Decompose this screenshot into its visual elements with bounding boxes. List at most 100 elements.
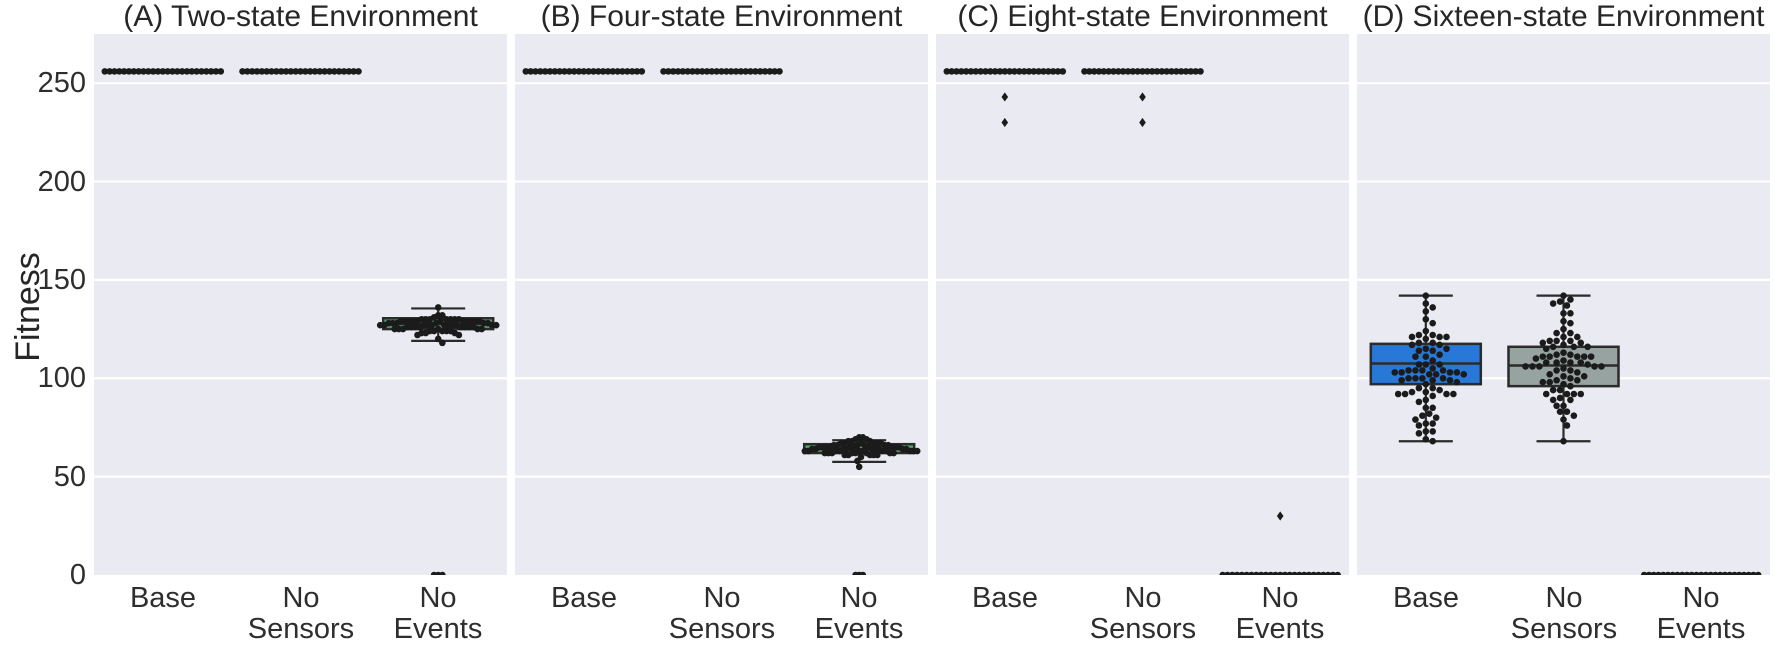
swarm-point xyxy=(120,68,128,75)
swarm-point xyxy=(244,68,251,75)
swarm-point xyxy=(418,315,425,323)
swarm-point xyxy=(859,571,867,575)
swarm-point xyxy=(590,68,597,75)
swarm-point xyxy=(331,68,338,75)
swarm-point xyxy=(1422,292,1430,299)
swarm-point xyxy=(1542,390,1550,398)
swarm-point xyxy=(355,68,362,75)
swarm-point xyxy=(178,68,186,75)
swarm-point xyxy=(1429,392,1436,400)
swarm-point xyxy=(742,68,749,75)
swarm-point xyxy=(403,323,411,331)
swarm-point xyxy=(447,327,454,335)
swarm-point xyxy=(1408,388,1416,396)
swarm-point xyxy=(198,68,205,75)
swarm-point xyxy=(556,68,563,75)
swarm-point xyxy=(1059,68,1067,75)
swarm-point xyxy=(669,68,677,75)
swarm-point xyxy=(111,68,118,75)
swarm-point xyxy=(1754,571,1762,575)
x-tick-label: No Sensors xyxy=(668,582,776,645)
swarm-point xyxy=(188,68,196,75)
swarm-point xyxy=(1408,333,1416,341)
swarm-point xyxy=(183,68,191,75)
swarm-point xyxy=(821,449,829,457)
swarm-point xyxy=(1422,380,1430,388)
swarm-point xyxy=(801,447,809,455)
swarm-point xyxy=(1439,374,1447,382)
x-tick-label: Base xyxy=(1392,582,1460,614)
swarm-point xyxy=(1556,394,1564,402)
swarm-point xyxy=(1412,416,1419,423)
swarm-point xyxy=(1574,369,1581,376)
swarm-point xyxy=(420,321,428,329)
x-tick-label: No Sensors xyxy=(1089,582,1197,645)
panel-title-b: (B) Four-state Environment xyxy=(540,0,903,33)
swarm-point xyxy=(1574,333,1581,341)
swarm-point xyxy=(1429,384,1436,392)
swarm-point xyxy=(852,435,859,443)
swarm-point xyxy=(1422,396,1430,404)
panel-d-canvas xyxy=(1357,34,1770,575)
swarm-point xyxy=(1446,376,1454,384)
outlier-diamond xyxy=(1276,511,1284,521)
swarm-point xyxy=(1095,68,1103,75)
swarm-point xyxy=(1584,361,1591,368)
swarm-point xyxy=(1560,416,1567,423)
swarm-point xyxy=(1415,398,1423,406)
panel-title-c: (C) Eight-state Environment xyxy=(957,0,1328,33)
swarm-point xyxy=(1560,310,1567,317)
swarm-point xyxy=(1422,361,1430,368)
swarm-point xyxy=(149,68,157,75)
swarm-point xyxy=(302,68,309,75)
swarm-point xyxy=(599,68,607,75)
swarm-point xyxy=(1560,357,1567,364)
swarm-point xyxy=(1030,68,1038,75)
swarm-point xyxy=(1560,437,1567,445)
swarm-point xyxy=(130,68,138,75)
swarm-point xyxy=(1422,388,1430,396)
swarm-point xyxy=(125,68,133,75)
swarm-point xyxy=(1567,337,1574,345)
swarm-point xyxy=(816,443,823,451)
swarm-point xyxy=(874,451,881,459)
swarm-point xyxy=(335,68,343,75)
swarm-point xyxy=(624,68,631,75)
swarm-point xyxy=(306,68,314,75)
swarm-point xyxy=(1443,345,1450,353)
swarm-point xyxy=(1584,343,1591,351)
swarm-point xyxy=(1553,367,1560,374)
swarm-point xyxy=(1560,317,1567,325)
x-tick-label: Base xyxy=(550,582,618,614)
swarm-point xyxy=(1453,369,1461,376)
x-tick-label: Base xyxy=(971,582,1039,614)
swarm-point xyxy=(287,68,295,75)
swarm-point xyxy=(837,439,845,447)
swarm-point xyxy=(684,68,691,75)
swarm-point xyxy=(1419,374,1426,382)
swarm-point xyxy=(282,68,290,75)
swarm-point xyxy=(713,68,720,75)
swarm-point xyxy=(1429,428,1436,435)
swarm-point xyxy=(268,68,275,75)
swarm-point xyxy=(453,321,461,329)
swarm-point xyxy=(1567,367,1574,374)
swarm-point xyxy=(857,453,865,461)
swarm-point xyxy=(689,68,696,75)
swarm-point xyxy=(1539,353,1547,360)
swarm-point xyxy=(1334,571,1341,575)
swarm-point xyxy=(604,68,612,75)
y-tick-label: 50 xyxy=(53,461,86,493)
swarm-point xyxy=(391,325,399,333)
swarm-point xyxy=(478,325,486,333)
swarm-point xyxy=(1577,390,1585,398)
swarm-point xyxy=(1422,345,1430,353)
swarm-point xyxy=(551,68,559,75)
swarm-point xyxy=(1422,315,1430,323)
swarm-point xyxy=(1177,68,1185,75)
swarm-point xyxy=(397,317,405,325)
swarm-point xyxy=(1549,386,1557,394)
swarm-point xyxy=(863,435,870,443)
swarm-point xyxy=(1598,363,1605,370)
swarm-point xyxy=(345,68,353,75)
